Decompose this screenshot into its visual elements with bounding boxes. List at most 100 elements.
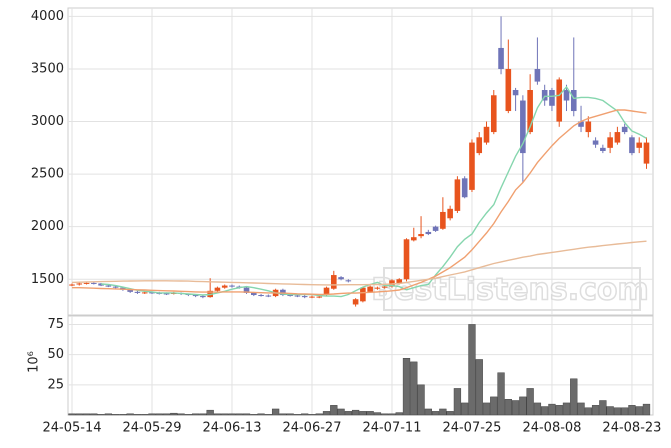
volume-bar — [402, 358, 411, 416]
candle-body — [578, 121, 584, 127]
volume-bar — [606, 406, 614, 416]
volume-bar — [511, 400, 520, 416]
volume-bar — [162, 413, 171, 416]
volume-bar — [184, 414, 193, 416]
candle-body — [345, 280, 352, 282]
candle-body — [629, 137, 635, 154]
volume-bar — [584, 407, 592, 416]
candle-body — [163, 293, 170, 295]
volume-bar — [221, 413, 229, 416]
candle-body — [221, 285, 228, 288]
candle-body — [192, 295, 199, 297]
candle-body — [338, 277, 344, 280]
volume-bar — [126, 413, 134, 416]
candle-body — [258, 295, 264, 297]
candle-body — [418, 234, 424, 237]
volume-bar — [90, 413, 98, 416]
candle-body — [367, 286, 373, 292]
candle-body — [396, 279, 403, 284]
volume-bar — [344, 411, 352, 416]
volume-bar — [213, 413, 222, 416]
candle-body — [490, 95, 497, 133]
volume-bar — [177, 413, 185, 416]
x-tick-label: 24-06-27 — [282, 421, 341, 436]
volume-bar — [388, 413, 396, 416]
x-tick-label: 24-08-08 — [522, 421, 581, 436]
candle-body — [141, 292, 148, 294]
volume-bar — [519, 396, 527, 416]
volume-bar — [541, 406, 549, 416]
candle-body — [127, 289, 133, 292]
volume-bar — [264, 414, 272, 416]
y-tick-label: 75 — [47, 317, 64, 332]
volume-bar — [322, 411, 331, 416]
volume-bar — [242, 413, 251, 416]
volume-bar — [548, 403, 556, 416]
volume-bar — [570, 378, 578, 416]
candle-body — [251, 292, 257, 296]
volume-bar — [461, 402, 469, 416]
volume-bar — [68, 413, 76, 416]
x-tick-label: 24-08-23 — [602, 421, 661, 436]
volume-bar — [555, 405, 563, 416]
volume-bar — [613, 407, 622, 416]
candle-body — [512, 90, 519, 96]
volume-bar — [468, 324, 476, 416]
y-tick-label: 4000 — [31, 9, 64, 24]
volume-bar — [366, 411, 374, 416]
candle-body — [440, 211, 446, 229]
volume-axis-label: 10⁶ — [27, 351, 42, 373]
candle-body — [374, 287, 381, 289]
volume-bar — [577, 402, 585, 416]
volume-bar — [148, 413, 156, 416]
volume-bar — [417, 384, 425, 416]
candle-body — [643, 142, 650, 164]
candle-body — [527, 90, 533, 133]
volume-bar — [439, 408, 447, 416]
volume-bar — [621, 407, 629, 416]
candle-body — [592, 140, 599, 145]
volume-bar — [119, 414, 127, 416]
volume-bar — [635, 406, 643, 416]
candle-body — [498, 47, 504, 69]
candle-body — [309, 296, 315, 298]
volume-bar — [308, 414, 316, 416]
volume-bar — [257, 413, 265, 416]
volume-bar — [475, 359, 483, 416]
candle-body — [403, 239, 410, 280]
volume-bar — [562, 402, 571, 416]
candle-body — [294, 295, 301, 297]
candle-body — [112, 286, 119, 288]
volume-bar — [155, 413, 163, 416]
y-tick-label: 50 — [47, 347, 64, 362]
volume-bar — [599, 400, 607, 416]
volume-bar — [424, 408, 432, 416]
candle-body — [316, 296, 323, 298]
candle-body — [134, 291, 141, 293]
volume-bar — [533, 402, 542, 416]
candle-body — [200, 296, 206, 298]
x-tick-label: 24-07-25 — [442, 421, 501, 436]
volume-bar — [206, 409, 214, 416]
candle-body — [454, 179, 461, 211]
volume-bar — [359, 411, 367, 416]
moving-average-line — [72, 109, 647, 296]
moving-average-line — [101, 85, 647, 298]
candle-body — [636, 142, 643, 148]
volume-panel — [67, 315, 654, 416]
candle-body — [280, 289, 286, 296]
volume-bar — [97, 414, 105, 416]
volume-bar — [133, 414, 142, 416]
candle-body — [352, 299, 359, 305]
candle-body — [330, 275, 337, 289]
y-tick-label: 3500 — [31, 61, 64, 76]
y-tick-label: 25 — [47, 377, 64, 392]
volume-bar — [628, 405, 636, 416]
candle-body — [520, 100, 526, 154]
candle-body — [483, 126, 490, 143]
candle-body — [556, 79, 563, 122]
volume-bar — [170, 412, 178, 416]
candle-body — [549, 90, 555, 106]
candle-body — [287, 295, 293, 297]
